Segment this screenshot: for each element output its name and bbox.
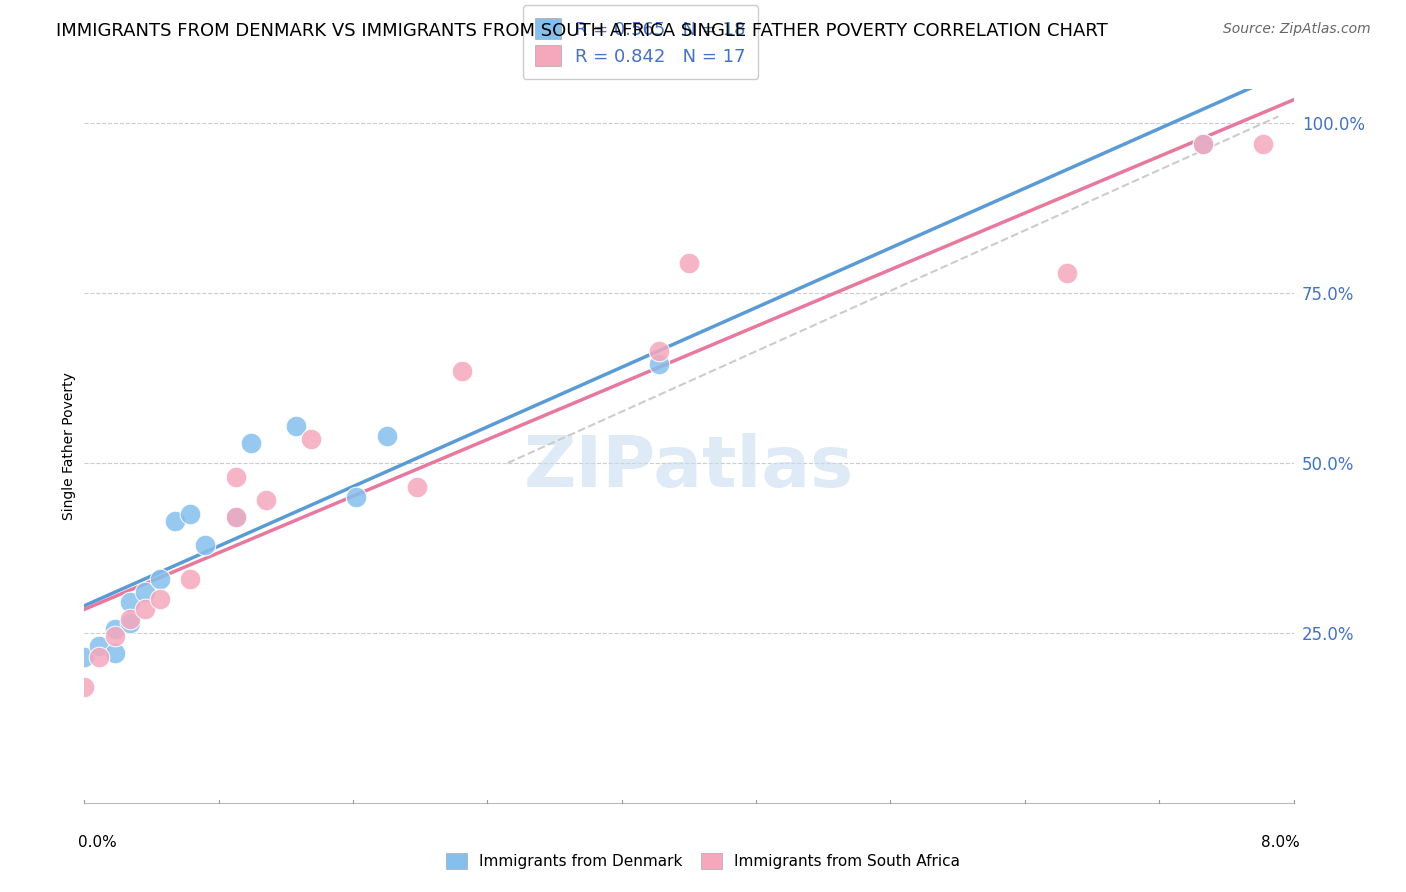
Point <box>225 510 247 524</box>
Point <box>104 623 127 637</box>
Point <box>678 255 700 269</box>
Point <box>299 432 322 446</box>
Point <box>285 418 308 433</box>
Point <box>134 602 156 616</box>
Point <box>179 507 201 521</box>
Point <box>1192 136 1215 151</box>
Point <box>104 629 127 643</box>
Point <box>118 595 141 609</box>
Text: 0.0%: 0.0% <box>79 835 117 850</box>
Point <box>165 514 187 528</box>
Point <box>239 435 262 450</box>
Point <box>149 572 172 586</box>
Point <box>1056 266 1078 280</box>
Legend: Immigrants from Denmark, Immigrants from South Africa: Immigrants from Denmark, Immigrants from… <box>440 847 966 875</box>
Text: ZIPatlas: ZIPatlas <box>524 433 853 502</box>
Point <box>451 364 474 378</box>
Point <box>118 612 141 626</box>
Y-axis label: Single Father Poverty: Single Father Poverty <box>62 372 76 520</box>
Text: IMMIGRANTS FROM DENMARK VS IMMIGRANTS FROM SOUTH AFRICA SINGLE FATHER POVERTY CO: IMMIGRANTS FROM DENMARK VS IMMIGRANTS FR… <box>56 22 1108 40</box>
Point <box>194 537 217 551</box>
Point <box>134 585 156 599</box>
Point <box>225 510 247 524</box>
Point <box>648 343 671 358</box>
Text: Source: ZipAtlas.com: Source: ZipAtlas.com <box>1223 22 1371 37</box>
Point <box>648 358 671 372</box>
Point <box>254 493 277 508</box>
Point <box>149 591 172 606</box>
Point <box>104 646 127 660</box>
Point <box>89 649 111 664</box>
Point <box>89 640 111 654</box>
Point <box>1253 136 1275 151</box>
Point <box>1192 136 1215 151</box>
Point <box>118 615 141 630</box>
Point <box>179 572 201 586</box>
Point <box>346 490 368 504</box>
Point <box>73 649 96 664</box>
Text: 8.0%: 8.0% <box>1261 835 1299 850</box>
Point <box>406 480 429 494</box>
Point <box>375 429 398 443</box>
Legend: R = 0.565   N = 18, R = 0.842   N = 17: R = 0.565 N = 18, R = 0.842 N = 17 <box>523 5 758 78</box>
Point <box>225 469 247 483</box>
Point <box>73 680 96 694</box>
